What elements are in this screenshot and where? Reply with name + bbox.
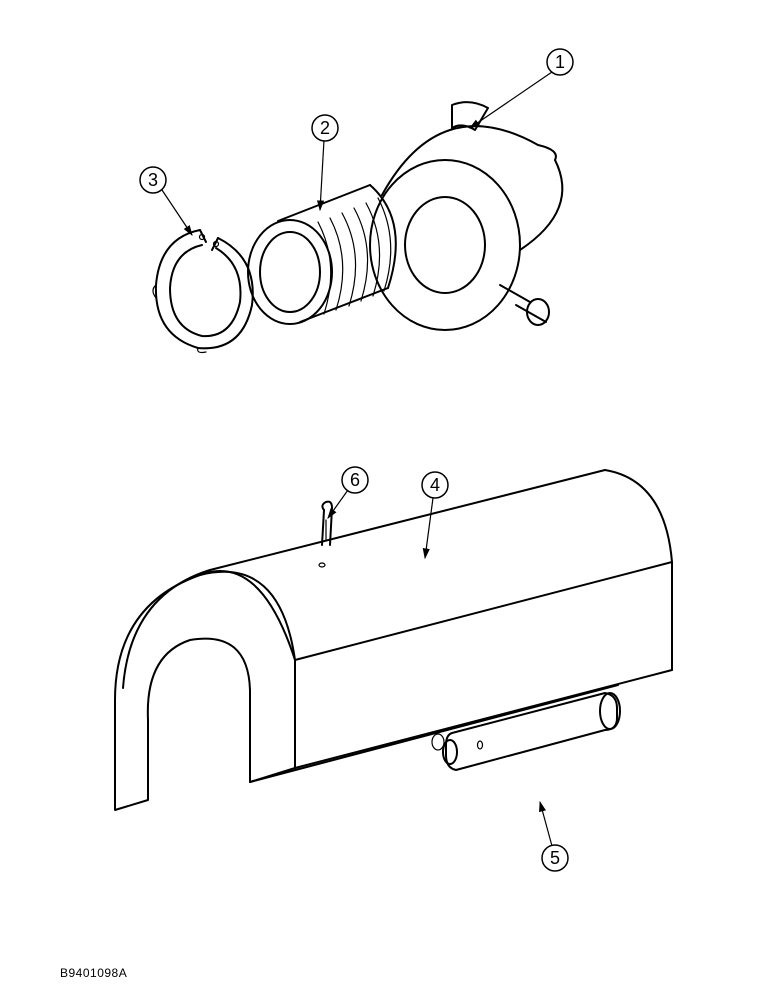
callout-2-label: 2 bbox=[320, 118, 330, 138]
parts-diagram: 1 2 3 4 5 6 bbox=[0, 0, 772, 1000]
drawing-id-label: B9401098A bbox=[60, 966, 127, 980]
callout-1-label: 1 bbox=[555, 52, 565, 72]
part-1-cylinder-tube bbox=[370, 102, 562, 330]
part-4-saddle bbox=[115, 470, 672, 810]
part-3-snap-ring bbox=[153, 230, 253, 353]
callouts-layer: 1 2 3 4 5 6 bbox=[140, 49, 573, 871]
callout-4-label: 4 bbox=[430, 475, 440, 495]
callout-5-label: 5 bbox=[550, 848, 560, 868]
part-5-pin bbox=[443, 693, 620, 770]
callout-3-label: 3 bbox=[148, 170, 158, 190]
part-6-cotter-pin bbox=[322, 502, 332, 545]
part-2-piston bbox=[248, 185, 396, 324]
callout-6-label: 6 bbox=[350, 470, 360, 490]
